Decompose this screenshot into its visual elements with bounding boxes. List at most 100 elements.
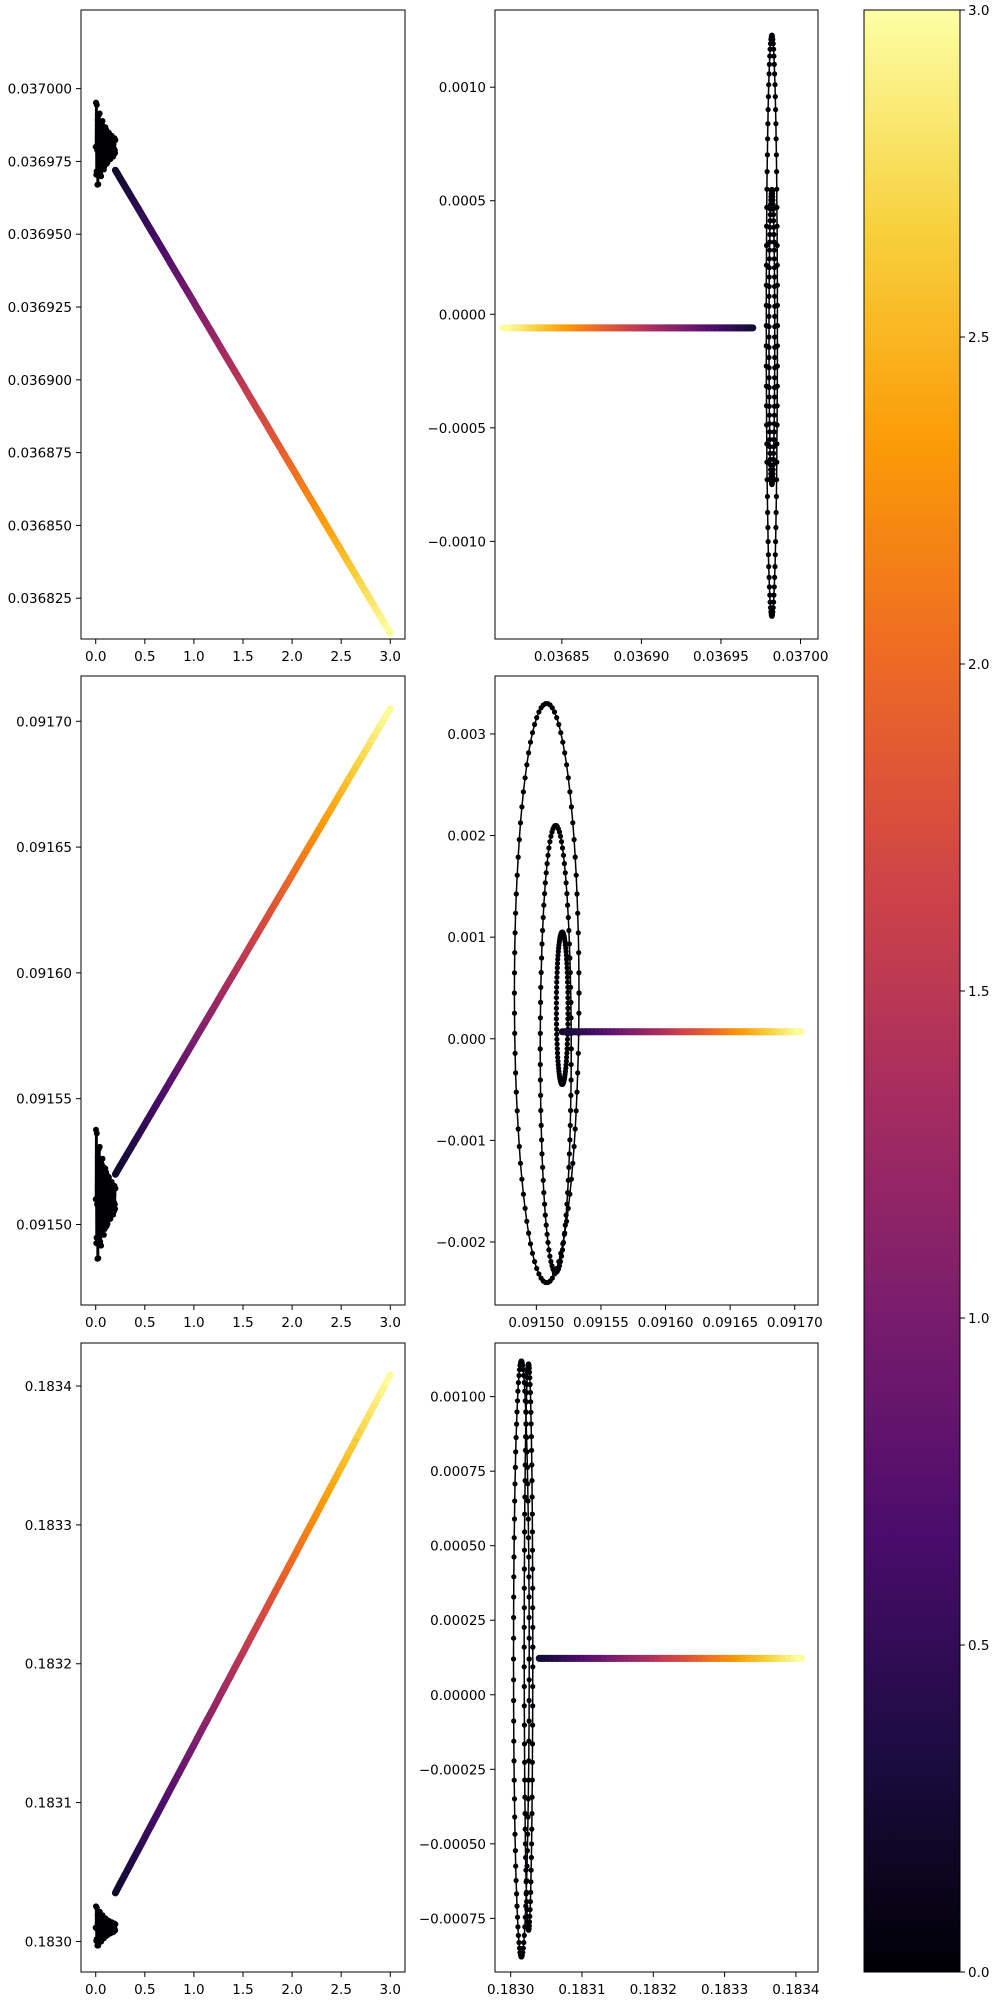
orbit-point (773, 539, 779, 545)
orbit-point (537, 1015, 544, 1021)
series-segment (382, 622, 394, 637)
transient-point (94, 1154, 101, 1161)
orbit-point (521, 1566, 528, 1572)
orbit-point (514, 1398, 521, 1404)
orbit-point (527, 1913, 533, 1919)
transient-point (96, 1143, 103, 1150)
transient-point (100, 1188, 107, 1195)
orbit-point (565, 984, 571, 990)
orbit-point (554, 1031, 560, 1037)
orbit-point (564, 1054, 570, 1060)
orbit-point (771, 224, 777, 230)
orbit-point (547, 839, 553, 845)
orbit-point (538, 984, 544, 990)
orbit-point (567, 789, 573, 795)
x-tick-label: 2.0 (281, 1982, 302, 1998)
orbit-point (542, 891, 548, 897)
y-tick-label: 0.002 (447, 829, 486, 845)
y-tick-label: 0.0005 (439, 194, 486, 210)
orbit-point (771, 283, 778, 290)
orbit-point (516, 1143, 522, 1150)
y-tick-label: 0.036825 (8, 591, 72, 607)
orbit-point (513, 1089, 519, 1095)
orbit-point (511, 1758, 517, 1764)
orbit-point (528, 1854, 535, 1861)
x-tick-label: 1.5 (232, 1315, 253, 1331)
y-tick-label: 0.036950 (8, 227, 72, 243)
orbit-point (526, 1718, 532, 1724)
orbit-point (514, 872, 520, 878)
orbit-point (575, 910, 581, 916)
orbit-point (574, 1089, 580, 1095)
orbit-point (771, 599, 777, 605)
orbit-point (766, 313, 772, 319)
orbit-point (521, 1644, 527, 1650)
orbit-point (523, 1399, 530, 1405)
orbit-point (556, 1263, 563, 1269)
orbit-point (565, 1177, 571, 1183)
orbit-point (511, 1535, 517, 1541)
orbit-point (522, 1478, 528, 1484)
orbit-point (568, 1077, 574, 1083)
y-tick-label: 0.00100 (430, 1390, 486, 1406)
orbit-point (565, 1016, 571, 1022)
orbit-point (564, 891, 570, 897)
orbit-point (766, 375, 772, 381)
orbit-point (767, 206, 774, 212)
orbit-point (553, 1005, 560, 1011)
orbit-point (515, 1388, 521, 1394)
orbit-point (546, 1247, 552, 1253)
orbit-point (564, 956, 570, 962)
orbit-point (529, 1794, 535, 1800)
orbit-point (555, 952, 561, 958)
y-tick-label: −0.00050 (419, 1837, 486, 1853)
transient-point (112, 1205, 119, 1212)
orbit-point (771, 394, 778, 400)
orbit-point (522, 1511, 528, 1517)
orbit-point (554, 1041, 560, 1047)
orbit-point (771, 239, 777, 245)
axes-frame (494, 9, 819, 640)
orbit-point (513, 1877, 519, 1884)
orbit-point (558, 1253, 565, 1259)
orbit-point (522, 1826, 528, 1832)
y-tick-label: −0.002 (436, 1235, 486, 1251)
x-tick-label: 1.0 (183, 649, 204, 665)
transient-point (95, 1255, 102, 1262)
y-tick-label: 0.036850 (8, 518, 72, 534)
orbit-point (529, 1478, 535, 1484)
orbit-point (547, 1253, 553, 1259)
transient-point (112, 137, 119, 143)
orbit-point (513, 910, 519, 916)
orbit-point (541, 1190, 547, 1196)
orbit-point (570, 1160, 576, 1166)
orbit-point (522, 1810, 528, 1817)
orbit-point (770, 462, 776, 468)
orbit-point (571, 837, 577, 843)
orbit-point (528, 1889, 534, 1895)
orbit-point (773, 152, 780, 158)
orbit-point (766, 574, 772, 581)
orbit-point (512, 1481, 518, 1487)
transient-point (112, 1927, 119, 1934)
orbit-point (526, 1554, 532, 1560)
transient-point (95, 1166, 101, 1173)
orbit-point (766, 61, 773, 67)
orbit-point (530, 1664, 536, 1670)
orbit-point (772, 82, 778, 88)
orbit-point (516, 1372, 522, 1379)
orbit-point (764, 477, 770, 483)
orbit-point (565, 1190, 571, 1196)
orbit-point (572, 1126, 578, 1132)
orbit-point (766, 421, 773, 427)
orbit-point (521, 1683, 527, 1690)
orbit-point (559, 1247, 566, 1253)
orbit-point (530, 1703, 536, 1709)
orbit-point (548, 1258, 554, 1265)
orbit-point (765, 107, 771, 113)
y-tick-label: 0.00000 (430, 1688, 486, 1704)
orbit-point (521, 1547, 528, 1553)
orbit-point (766, 354, 772, 361)
transient-point (104, 1220, 111, 1227)
x-tick-label: 2.5 (330, 649, 351, 665)
